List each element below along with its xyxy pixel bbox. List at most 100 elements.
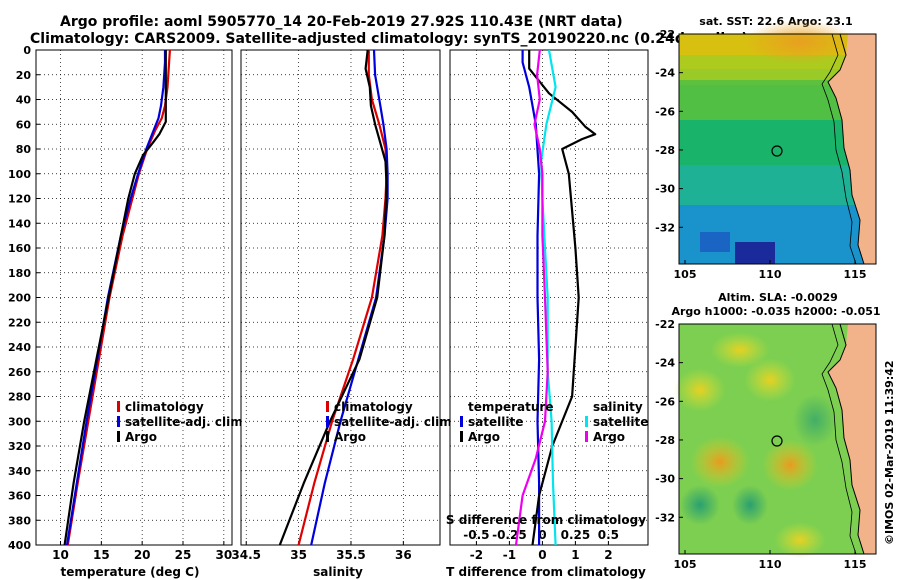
temperature-series: [63, 50, 171, 545]
x-tick-label: 35.5: [336, 548, 366, 562]
sla-map-title: Altim. SLA: -0.0029: [718, 291, 838, 304]
sst-map: sat. SST: 22.6 Argo: 23.1 -22-24-26-28-3…: [655, 15, 877, 281]
salinity-series: [278, 50, 389, 545]
temperature-xlabel: temperature (deg C): [61, 565, 200, 579]
depth-tick-label: 180: [8, 267, 31, 280]
x-tick-label: 1: [571, 548, 579, 562]
lat-tick-label: -30: [655, 473, 675, 486]
legend-swatch-climatology: [117, 401, 120, 412]
sla-map-coastline: [827, 323, 865, 555]
legend-swatch-satellite: [326, 416, 329, 427]
depth-tick-label: 320: [8, 440, 31, 453]
depth-tick-label: 40: [16, 94, 32, 107]
legend-swatch-t-satellite: [460, 416, 463, 427]
lat-tick-label: -26: [655, 105, 675, 118]
sla-lon-tick-labels: 105 110 115: [674, 550, 866, 571]
lon-tick-label: 110: [759, 558, 782, 571]
salinity-panel: 34.5 35 35.5 36 salinity climatology satell…: [231, 49, 456, 579]
series-argo: [278, 50, 388, 545]
depth-tick-label: 100: [8, 168, 31, 181]
lat-tick-label: -30: [655, 183, 675, 196]
temperature-tick-labels: 10 15 20 25 30: [52, 548, 232, 562]
depth-tick-label: 80: [16, 143, 32, 156]
figure-title-line2: Climatology: CARS2009. Satellite-adjuste…: [30, 31, 748, 47]
legend-swatch-satellite: [117, 416, 120, 427]
legend-swatch-argo: [326, 431, 329, 442]
sla-lat-tick-labels: -22 -24 -26 -28 -30 -32: [655, 318, 683, 524]
t-difference-tick-labels: -2 -1 0 1 2: [470, 548, 613, 562]
x-tick-label: 30: [215, 548, 232, 562]
lat-tick-label: -26: [655, 395, 675, 408]
sla-map: Altim. SLA: -0.0029 Argo h1000: -0.035 h…: [655, 291, 880, 571]
lat-tick-label: -24: [655, 67, 675, 80]
x-tick-label: 10: [52, 548, 69, 562]
lat-tick-label: -22: [655, 28, 675, 41]
sst-argo-marker: [771, 145, 783, 157]
legend-label-t-argo: Argo: [468, 430, 500, 444]
difference-panel: -2 -1 0 1 2 -0.5 -0.25 0 0.25 0.5 S difference f…: [446, 49, 649, 579]
depth-tick-label: 280: [8, 391, 31, 404]
s-diff-tick-label: 0.5: [598, 528, 619, 542]
series-satellite-adj-clim-: [310, 50, 389, 545]
series-s-argo: [514, 50, 549, 545]
depth-tick-label: 340: [8, 465, 31, 478]
x-tick-label: 0: [538, 548, 546, 562]
depth-tick-label: 200: [8, 292, 31, 305]
sst-map-land: [828, 34, 876, 264]
depth-tick-label: 400: [8, 539, 31, 552]
sst-map-frame: [678, 33, 877, 265]
t-difference-xlabel: T difference from climatology: [446, 565, 646, 579]
legend-title-temperature: temperature: [468, 400, 553, 414]
legend-label-satellite: satellite-adj. clim.: [125, 415, 247, 429]
imos-credit: ©IMOS 02-Mar-2019 11:39:42: [883, 360, 896, 545]
depth-tick-label: 240: [8, 341, 31, 354]
sst-lon-tick-labels: 105 110 115: [674, 260, 866, 281]
depth-tick-label: 0: [23, 44, 31, 57]
legend-label-satellite: satellite-adj. clim.: [334, 415, 456, 429]
lon-tick-label: 105: [674, 558, 697, 571]
legend-swatch-s-argo: [585, 431, 588, 442]
legend-label-argo: Argo: [334, 430, 366, 444]
sla-map-subtitle: Argo h1000: -0.035 h2000: -0.051: [671, 305, 880, 318]
series-t-argo: [528, 50, 597, 545]
legend-label-t-satellite: satellite: [468, 415, 523, 429]
legend-label-s-argo: Argo: [593, 430, 625, 444]
temperature-panel: 0 20 40 60 80 100 120 140 160 180 200 220 240 260 280 3…: [8, 44, 247, 579]
lon-tick-label: 110: [759, 268, 782, 281]
salinity-axes-box: [240, 49, 441, 546]
depth-tick-label: 160: [8, 242, 31, 255]
difference-grid: [450, 49, 648, 546]
series-argo: [63, 50, 167, 545]
legend-title-salinity: salinity: [593, 400, 643, 414]
s-diff-tick-label: -0.5: [463, 528, 489, 542]
lat-tick-label: -28: [655, 144, 675, 157]
s-difference-xlabel: S difference from climatology: [446, 513, 646, 527]
depth-tick-labels: 0 20 40 60 80 100 120 140 160 180 200 220 240 260 280 3…: [8, 44, 40, 552]
lat-tick-label: -32: [655, 221, 675, 234]
depth-tick-label: 380: [8, 514, 31, 527]
depth-tick-label: 300: [8, 415, 31, 428]
legend-swatch-climatology: [326, 401, 329, 412]
temperature-legend: climatology satellite-adj. clim. Argo: [117, 400, 247, 444]
series-t-satellite: [521, 50, 541, 545]
depth-tick-label: 140: [8, 217, 31, 230]
sst-lat-tick-labels: -22 -24 -26 -28 -30 -32: [655, 28, 683, 234]
lat-tick-label: -28: [655, 434, 675, 447]
x-tick-label: -2: [470, 548, 483, 562]
series-satellite-adj-clim-: [65, 50, 167, 545]
depth-tick-label: 60: [16, 118, 32, 131]
salinity-tick-labels: 34.5 35 35.5 36: [231, 548, 411, 562]
x-tick-label: 25: [175, 548, 192, 562]
depth-tick-label: 120: [8, 193, 31, 206]
depth-tick-label: 360: [8, 490, 31, 503]
figure-title-line1: Argo profile: aoml 5905770_14 20-Feb-201…: [60, 14, 623, 30]
x-tick-label: 34.5: [231, 548, 261, 562]
x-tick-label: -1: [503, 548, 516, 562]
difference-legend: temperature satellite Argo salinity sate…: [460, 400, 648, 444]
sla-map-land: [828, 324, 876, 554]
s-diff-tick-label: 0.25: [561, 528, 591, 542]
s-diff-tick-label: 0: [538, 528, 546, 542]
legend-swatch-argo: [117, 431, 120, 442]
legend-label-argo: Argo: [125, 430, 157, 444]
x-tick-label: 35: [290, 548, 307, 562]
